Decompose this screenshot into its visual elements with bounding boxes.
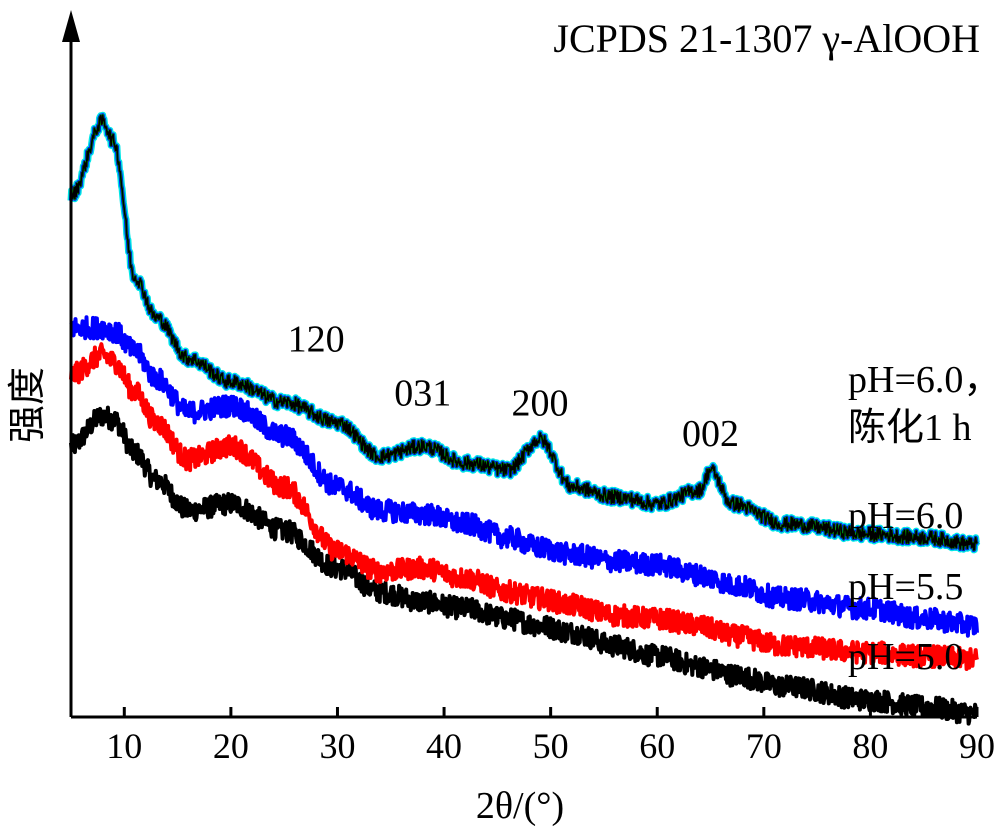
y-axis-label: 强度 (7, 367, 49, 443)
x-tick-label: 10 (106, 726, 142, 766)
series-layer (67, 111, 981, 726)
x-tick-label: 90 (959, 726, 995, 766)
series-line (69, 405, 979, 726)
legend-label-ph55: pH=5.5 (848, 566, 963, 608)
x-tick-label: 60 (639, 726, 675, 766)
x-axis-label: 2θ/(°) (476, 785, 564, 827)
series-line (69, 342, 979, 671)
legend-label-ph50: pH=5.0 (848, 636, 963, 678)
x-tick-layer: 10 20 30 40 50 60 70 80 90 (106, 707, 995, 766)
x-tick-label: 80 (852, 726, 888, 766)
series-1 (69, 405, 979, 726)
peak-label-layer: 120 031 200 002 (288, 318, 739, 455)
x-tick-label: 50 (533, 726, 569, 766)
x-tick-label: 20 (213, 726, 249, 766)
legend-label-ph60: pH=6.0 (848, 495, 963, 537)
series-line (69, 315, 979, 638)
x-tick-label: 70 (746, 726, 782, 766)
series-line-aged-layer-2 (69, 113, 979, 552)
legend-label-aged-line1: pH=6.0， (848, 359, 1000, 401)
series-line-aged-layer-1 (67, 111, 981, 554)
legend-label-aged-line2: 陈化1 h (848, 407, 972, 449)
x-tick-label: 30 (319, 726, 355, 766)
peak-label: 120 (288, 318, 345, 360)
peak-label: 200 (511, 383, 568, 425)
y-axis-arrow-icon (62, 10, 80, 42)
series-3 (69, 315, 979, 638)
peak-label: 031 (394, 373, 451, 415)
series-line-aged-layer-4 (70, 114, 978, 551)
series-4 (67, 111, 981, 554)
chart-title: JCPDS 21-1307 γ-AlOOH (553, 16, 980, 61)
plot-area: 120 031 200 002 (67, 111, 981, 726)
x-tick-label: 40 (426, 726, 462, 766)
series-2 (69, 342, 979, 671)
peak-label: 002 (682, 413, 739, 455)
series-line-aged-layer-3 (69, 114, 979, 552)
